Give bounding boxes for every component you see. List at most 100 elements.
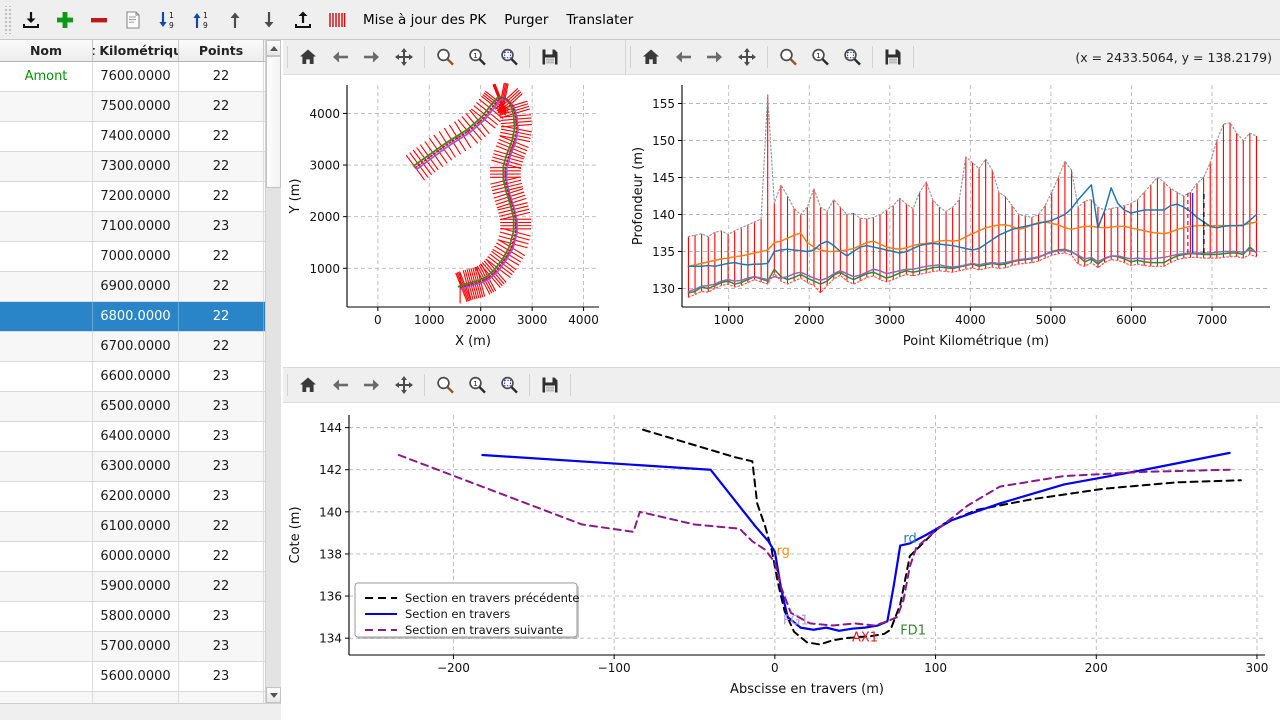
plan-view-chart[interactable]: 0 1000 2000 3000 4000 1000 2000 3000 4000 X (m) Y … — [283, 75, 626, 367]
cell-nom[interactable] — [0, 272, 93, 301]
cell-nom[interactable] — [0, 182, 93, 211]
table-row[interactable]: 5900.0000 22 — [0, 572, 265, 602]
document-icon[interactable] — [116, 3, 150, 37]
forward-button[interactable] — [699, 42, 731, 72]
table-row[interactable]: 6200.0000 23 — [0, 482, 265, 512]
back-button[interactable] — [324, 42, 356, 72]
cell-nom[interactable] — [0, 392, 93, 421]
table-row[interactable]: 6600.0000 23 — [0, 362, 265, 392]
table-row[interactable]: 6700.0000 22 — [0, 332, 265, 362]
cell-points[interactable]: 22 — [179, 332, 264, 361]
import-icon[interactable] — [14, 3, 48, 37]
cross-section-chart[interactable]: −200 −100 0 100 200 300 134 136 138 140 142 144 Absc… — [283, 403, 1280, 719]
add-icon[interactable] — [48, 3, 82, 37]
update-pk-button[interactable]: Mise à jour des PK — [363, 11, 487, 28]
cell-nom[interactable] — [0, 512, 93, 541]
toolbar-grip[interactable] — [3, 5, 12, 34]
table-row[interactable]: 7200.0000 22 — [0, 182, 265, 212]
zoom-rect-button[interactable] — [493, 370, 525, 400]
table-row[interactable] — [0, 692, 265, 703]
cell-points[interactable]: 23 — [179, 632, 264, 661]
cell-points[interactable]: 22 — [179, 512, 264, 541]
table-row[interactable]: 6100.0000 22 — [0, 512, 265, 542]
cell-pk[interactable]: 7200.0000 — [93, 182, 179, 211]
move-up-icon[interactable] — [218, 3, 252, 37]
cell-nom[interactable] — [0, 572, 93, 601]
table-body[interactable]: Amont 7600.0000 22 7500.0000 22 7400.0000 22 73… — [0, 62, 265, 703]
longitudinal-profile-chart[interactable]: 1000 2000 3000 4000 5000 6000 7000 130 135 140 145… — [626, 75, 1280, 367]
table-row[interactable]: 6300.0000 23 — [0, 452, 265, 482]
table-row[interactable]: 7300.0000 22 — [0, 152, 265, 182]
table-row[interactable]: 6500.0000 23 — [0, 392, 265, 422]
forward-button[interactable] — [356, 42, 388, 72]
cell-points[interactable]: 22 — [179, 572, 264, 601]
cell-nom[interactable] — [0, 242, 93, 271]
cell-nom[interactable] — [0, 692, 93, 703]
cell-nom[interactable] — [0, 482, 93, 511]
table-row[interactable]: 7400.0000 22 — [0, 122, 265, 152]
cell-nom[interactable] — [0, 332, 93, 361]
zoom-one-button[interactable]: 1 — [461, 42, 493, 72]
zoom-button[interactable] — [772, 42, 804, 72]
scrollbar-thumb[interactable] — [266, 56, 281, 188]
cell-nom[interactable] — [0, 92, 93, 121]
cell-nom[interactable] — [0, 302, 93, 331]
cell-points[interactable]: 23 — [179, 362, 264, 391]
remove-icon[interactable] — [82, 3, 116, 37]
cell-pk[interactable]: 6100.0000 — [93, 512, 179, 541]
home-button[interactable] — [292, 42, 324, 72]
zoom-button[interactable] — [429, 370, 461, 400]
cell-points[interactable]: 22 — [179, 122, 264, 151]
cell-nom[interactable] — [0, 632, 93, 661]
cell-nom[interactable] — [0, 662, 93, 691]
cell-points[interactable]: 23 — [179, 662, 264, 691]
table-row[interactable]: 6800.0000 22 — [0, 302, 265, 332]
cell-pk[interactable]: 6700.0000 — [93, 332, 179, 361]
cell-nom[interactable] — [0, 122, 93, 151]
cell-nom[interactable] — [0, 362, 93, 391]
cell-points[interactable]: 22 — [179, 242, 264, 271]
table-row[interactable]: 5800.0000 23 — [0, 602, 265, 632]
save-button[interactable] — [534, 370, 566, 400]
forward-button[interactable] — [356, 370, 388, 400]
column-header-nom[interactable]: Nom — [0, 40, 93, 61]
zoom-rect-button[interactable] — [836, 42, 868, 72]
zoom-button[interactable] — [429, 42, 461, 72]
sections-icon[interactable] — [320, 3, 354, 37]
cell-points[interactable]: 22 — [179, 272, 264, 301]
pan-button[interactable] — [388, 42, 420, 72]
cell-nom[interactable]: Amont — [0, 62, 93, 91]
table-row[interactable]: 6000.0000 22 — [0, 542, 265, 572]
back-button[interactable] — [667, 42, 699, 72]
cell-nom[interactable] — [0, 422, 93, 451]
scrollbar-track[interactable] — [266, 56, 281, 687]
table-row[interactable]: Amont 7600.0000 22 — [0, 62, 265, 92]
cell-points[interactable]: 23 — [179, 212, 264, 241]
table-row[interactable]: 5700.0000 23 — [0, 632, 265, 662]
cell-points[interactable] — [179, 692, 264, 703]
cell-points[interactable]: 23 — [179, 482, 264, 511]
cell-pk[interactable]: 7300.0000 — [93, 152, 179, 181]
cell-nom[interactable] — [0, 452, 93, 481]
cell-points[interactable]: 22 — [179, 182, 264, 211]
cell-points[interactable]: 23 — [179, 452, 264, 481]
pan-button[interactable] — [731, 42, 763, 72]
cell-pk[interactable]: 7500.0000 — [93, 92, 179, 121]
cell-nom[interactable] — [0, 542, 93, 571]
cell-points[interactable]: 22 — [179, 542, 264, 571]
cell-points[interactable]: 23 — [179, 422, 264, 451]
column-header-pk[interactable]: t Kilométriqu — [93, 40, 179, 61]
cell-nom[interactable] — [0, 212, 93, 241]
cell-points[interactable]: 22 — [179, 62, 264, 91]
sort-descending-icon[interactable]: 1 9 — [150, 3, 184, 37]
home-button[interactable] — [292, 370, 324, 400]
table-row[interactable]: 5600.0000 23 — [0, 662, 265, 692]
export-icon[interactable] — [286, 3, 320, 37]
pan-button[interactable] — [388, 370, 420, 400]
scroll-up-button[interactable] — [266, 40, 281, 56]
cell-pk[interactable]: 6800.0000 — [93, 302, 179, 331]
home-button[interactable] — [635, 42, 667, 72]
move-down-icon[interactable] — [252, 3, 286, 37]
cell-pk[interactable]: 6300.0000 — [93, 452, 179, 481]
table-row[interactable]: 6400.0000 23 — [0, 422, 265, 452]
